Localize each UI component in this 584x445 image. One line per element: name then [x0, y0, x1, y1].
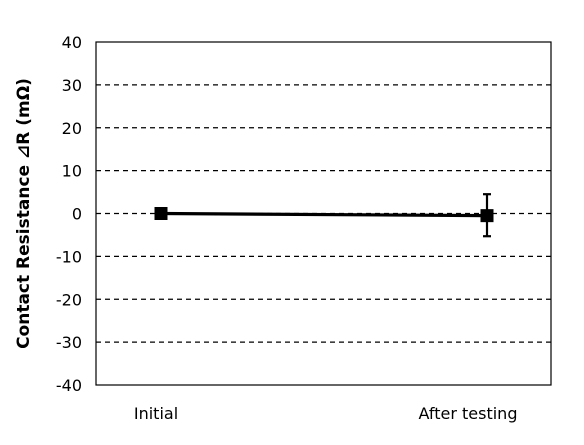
- y-tick-label: -30: [56, 333, 82, 352]
- y-tick-label: -10: [56, 247, 82, 266]
- data-point-marker: [480, 209, 494, 223]
- y-tick-label: 10: [62, 162, 82, 181]
- x-tick-labels: Initial After testing: [134, 404, 518, 423]
- y-tick-label: 20: [62, 119, 82, 138]
- x-tick-label: After testing: [419, 404, 518, 423]
- y-tick-label: -20: [56, 290, 82, 309]
- y-tick-label: 30: [62, 76, 82, 95]
- series-line: [160, 211, 488, 218]
- series: [154, 193, 494, 238]
- x-tick-label: Initial: [134, 404, 178, 423]
- data-point-marker: [154, 207, 168, 220]
- y-tick-labels: 40 30 20 10 0 -10 -20 -30 -40: [56, 33, 82, 395]
- y-tick-label: 40: [62, 33, 82, 52]
- y-tick-label: -40: [56, 376, 82, 395]
- y-axis-label: Contact Resistance ⊿R (mΩ): [14, 78, 34, 349]
- y-tick-label: 0: [72, 205, 82, 224]
- plot-area-frame: [95, 41, 552, 386]
